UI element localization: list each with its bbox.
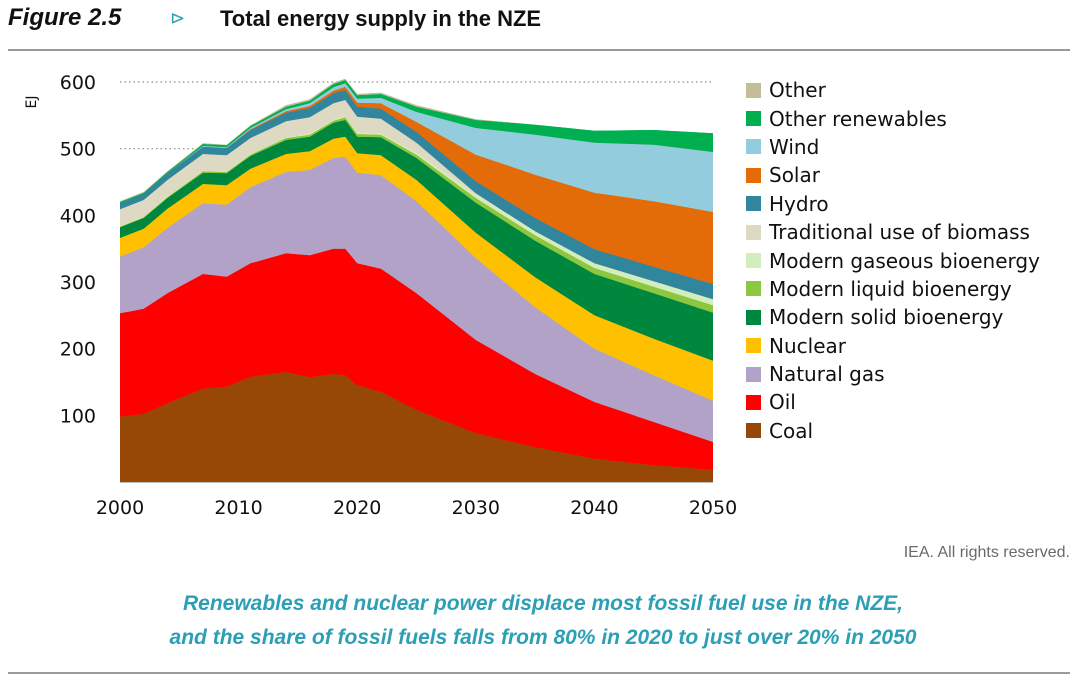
y-axis-label: EJ [24, 96, 40, 109]
legend-swatch [746, 338, 761, 354]
legend-item: Wind [746, 133, 1040, 161]
caption-line-1: Renewables and nuclear power displace mo… [182, 592, 904, 615]
legend-item: Oil [746, 388, 1040, 416]
legend-swatch [746, 394, 761, 410]
legend-label: Natural gas [769, 362, 885, 387]
chart-legend: Other Other renewables Wind Solar Hydro Tradi… [746, 76, 1040, 445]
area-overlay-other-renewables [120, 80, 713, 204]
legend-swatch [746, 196, 761, 212]
legend-swatch [746, 139, 761, 155]
top-divider [8, 49, 1070, 51]
x-tick-label: 2040 [570, 497, 618, 519]
figure-header: Figure 2.5 ⊳ Total energy supply in the … [8, 4, 1070, 44]
legend-item: Nuclear [746, 332, 1040, 360]
figure-title: Total energy supply in the NZE [220, 6, 542, 31]
y-tick-label: 400 [60, 205, 96, 227]
x-tick-label: 2010 [214, 497, 262, 519]
legend-swatch [746, 167, 761, 183]
area-overlay-modern-gaseous-bioenergy [120, 116, 713, 306]
legend-label: Solar [769, 163, 820, 188]
area-overlay-nuclear [120, 136, 713, 401]
figure-number: Figure 2.5 [8, 4, 122, 31]
area-overlay-wind [120, 83, 713, 212]
legend-item: Solar [746, 161, 1040, 189]
legend-label: Other [769, 78, 826, 103]
x-tick-label: 2030 [452, 497, 500, 519]
legend-label: Traditional use of biomass [769, 220, 1030, 245]
legend-item: Traditional use of biomass [746, 218, 1040, 246]
y-tick-label: 500 [60, 139, 96, 161]
legend-item: Other renewables [746, 104, 1040, 132]
legend-item: Modern liquid bioenergy [746, 275, 1040, 303]
legend-label: Other renewables [769, 106, 947, 131]
legend-swatch [746, 253, 761, 269]
caption-line-2: and the share of fossil fuels falls from… [169, 626, 917, 649]
x-tick-label: 2020 [333, 497, 381, 519]
legend-label: Hydro [769, 191, 829, 216]
legend-label: Modern gaseous bioenergy [769, 248, 1040, 273]
legend-label: Nuclear [769, 333, 846, 358]
legend-item: Coal [746, 417, 1040, 445]
stacked-area-chart: 100 200 300 400 500 600 2000 2010 2020 2030 2040 20… [24, 72, 737, 519]
legend-item: Hydro [746, 190, 1040, 218]
bottom-divider [8, 672, 1070, 674]
y-tick-label: 300 [60, 272, 96, 294]
legend-swatch [746, 281, 761, 297]
legend-item: Modern gaseous bioenergy [746, 246, 1040, 274]
credit-text: IEA. All rights reserved. [903, 544, 1070, 561]
y-tick-label: 100 [60, 405, 96, 427]
legend-swatch [746, 111, 761, 127]
area-overlay-modern-liquid-bioenergy [120, 117, 713, 313]
legend-label: Oil [769, 390, 796, 415]
area-overlay-modern-solid-bioenergy [120, 120, 713, 361]
y-tick-label: 200 [60, 339, 96, 361]
legend-label: Wind [769, 134, 820, 159]
x-tick-label: 2000 [96, 497, 144, 519]
x-tick-label: 2050 [689, 497, 737, 519]
legend-swatch [746, 423, 761, 439]
legend-swatch [746, 82, 761, 98]
legend-item: Other [746, 76, 1040, 104]
legend-item: Modern solid bioenergy [746, 303, 1040, 331]
area-overlay-solar [120, 86, 713, 284]
area-overlay-hydro [120, 90, 713, 300]
area-overlay-natural-gas [120, 156, 713, 442]
legend-item: Natural gas [746, 360, 1040, 388]
legend-swatch [746, 309, 761, 325]
area-overlay-oil [120, 248, 713, 470]
legend-label: Coal [769, 418, 814, 443]
y-tick-label: 600 [60, 72, 96, 94]
legend-swatch [746, 366, 761, 382]
legend-label: Modern liquid bioenergy [769, 276, 1012, 301]
legend-swatch [746, 224, 761, 240]
area-overlay-coal [120, 372, 713, 482]
figure-arrow-icon: ⊳ [170, 8, 186, 28]
legend-label: Modern solid bioenergy [769, 305, 1004, 330]
